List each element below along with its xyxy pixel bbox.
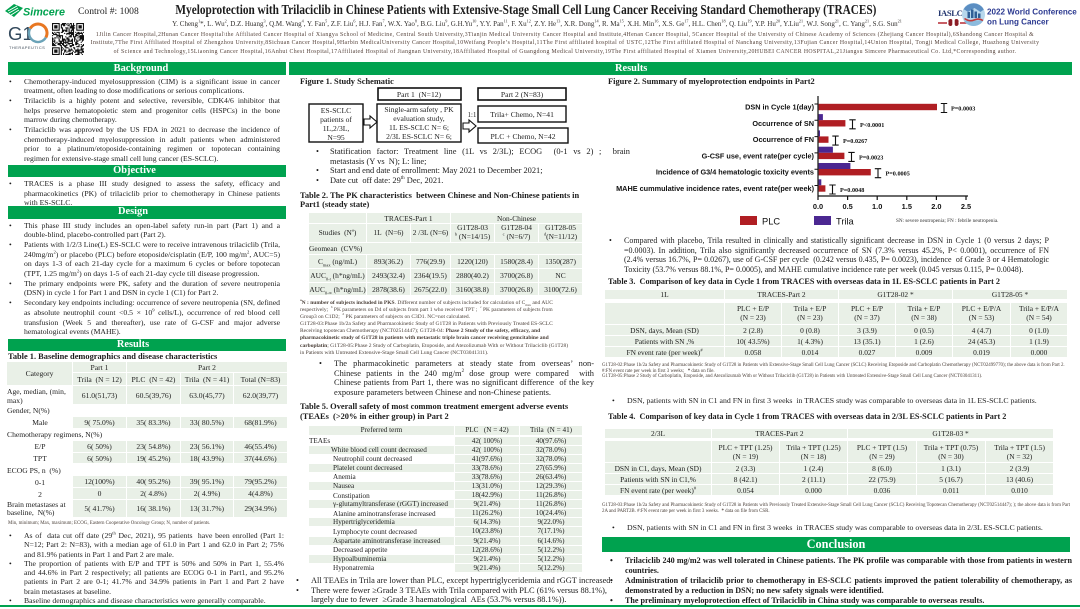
svg-text:evaluation study,: evaluation study, [393, 114, 444, 123]
svg-text:2.5: 2.5 [961, 202, 971, 211]
svg-text:Part 2 (N=83): Part 2 (N=83) [501, 90, 544, 99]
svg-text:G: G [8, 23, 22, 44]
svg-text:1.0: 1.0 [872, 202, 882, 211]
svg-text:Trila+ Chemo, N=41: Trila+ Chemo, N=41 [490, 110, 554, 119]
svg-text:0.5: 0.5 [842, 202, 852, 211]
svg-text:P=0.0267: P=0.0267 [843, 138, 867, 145]
svg-text:SN: severe neutropenia; FN : f: SN: severe neutropenia; FN : febrile neu… [896, 217, 998, 224]
svg-text:0.0: 0.0 [813, 202, 823, 211]
svg-text:ES-SCLC: ES-SCLC [321, 106, 351, 115]
svg-text:IASLC: IASLC [938, 8, 963, 18]
svg-text:P<0.0001: P<0.0001 [860, 122, 884, 129]
svg-text:patients of: patients of [320, 115, 352, 124]
svg-text:DSN in Cycle 1(day): DSN in Cycle 1(day) [745, 103, 815, 112]
svg-text:P=0.0003: P=0.0003 [951, 106, 975, 113]
svg-text:Part 1 (N=12): Part 1 (N=12) [397, 90, 442, 99]
svg-text:P=0.0023: P=0.0023 [859, 154, 883, 161]
svg-text:Occurrence of SN: Occurrence of SN [752, 119, 814, 128]
svg-text:1.5: 1.5 [902, 202, 912, 211]
svg-text:2.0: 2.0 [931, 202, 941, 211]
svg-text:N=95: N=95 [327, 133, 345, 142]
svg-text:1L ES-SCLC N= 6;: 1L ES-SCLC N= 6; [389, 123, 449, 132]
svg-text:THERAPEUTICS: THERAPEUTICS [9, 45, 45, 50]
svg-text:2022 World Conference: 2022 World Conference [987, 8, 1077, 17]
svg-text:2/3L ES-SCLC N= 6;: 2/3L ES-SCLC N= 6; [386, 132, 452, 141]
svg-text:Single-arm safety , PK: Single-arm safety , PK [384, 105, 454, 114]
svg-text:MAHE cummulative incidence rat: MAHE cummulative incidence rates, event … [616, 184, 814, 193]
svg-text:1:1: 1:1 [468, 112, 477, 119]
svg-text:1: 1 [23, 23, 33, 44]
svg-text:P=0.0048: P=0.0048 [840, 187, 864, 194]
svg-text:P=0.0005: P=0.0005 [886, 171, 910, 178]
svg-text:Occurrence of FN: Occurrence of FN [753, 135, 814, 144]
svg-text:Trila: Trila [836, 217, 855, 227]
svg-text:1L,2/3L,: 1L,2/3L, [323, 124, 350, 133]
svg-text:G-CSF use, event rate(per cycl: G-CSF use, event rate(per cycle) [702, 151, 815, 160]
svg-text:PLC: PLC [762, 217, 780, 227]
svg-text:Incidence of G3/4 hematologic: Incidence of G3/4 hematologic toxicity e… [656, 168, 814, 177]
svg-text:Simcere: Simcere [23, 7, 65, 19]
svg-text:on Lung Cancer: on Lung Cancer [987, 18, 1049, 27]
svg-text:PLC + Chemo, N=42: PLC + Chemo, N=42 [490, 132, 555, 141]
